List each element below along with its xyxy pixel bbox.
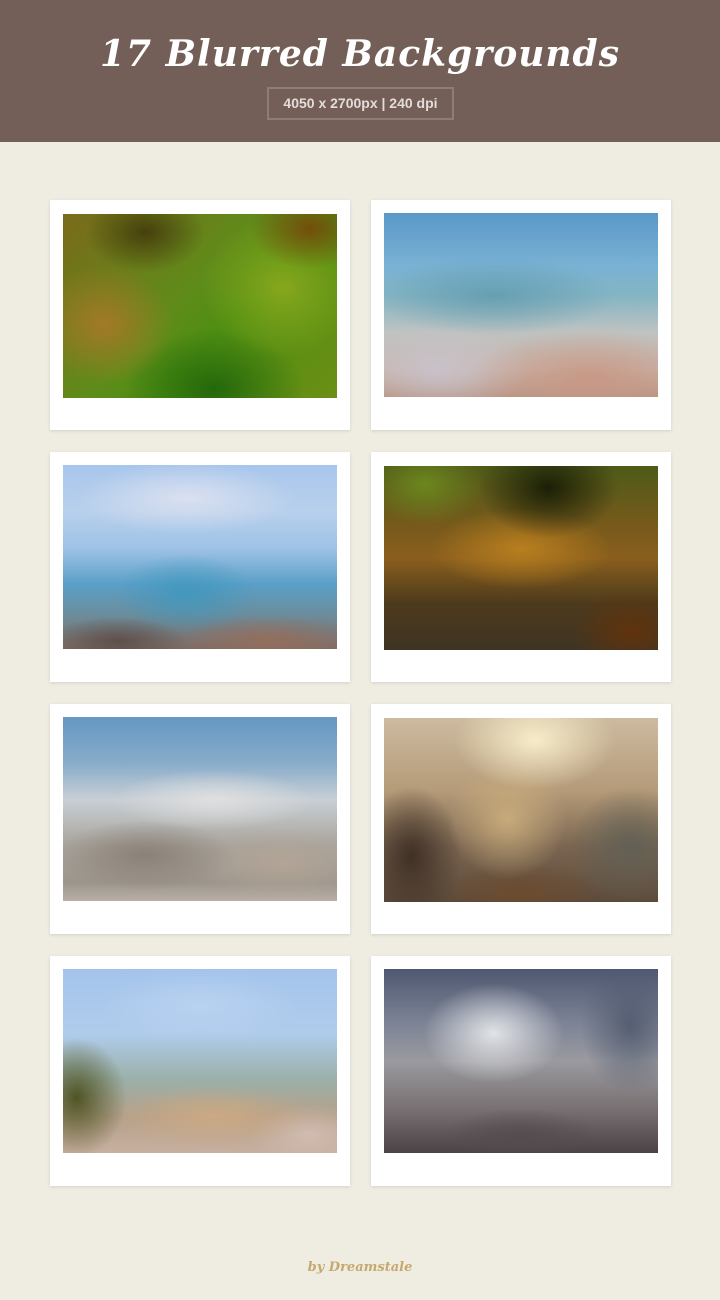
preview-card-1[interactable] [50, 200, 350, 430]
preview-card-7[interactable] [50, 956, 350, 1186]
author-credit: by Dreamstale [307, 1260, 413, 1275]
preview-card-5[interactable] [50, 704, 350, 934]
header-banner: 17 Blurred Backgrounds 4050 x 2700px | 2… [0, 0, 720, 142]
preview-card-6[interactable] [371, 704, 671, 934]
blurred-background-thumbnail [384, 969, 658, 1153]
page-title: 17 Blurred Backgrounds [99, 33, 620, 75]
blurred-background-thumbnail [384, 213, 658, 397]
blurred-background-thumbnail [63, 717, 337, 901]
blurred-background-thumbnail [63, 214, 337, 398]
blurred-background-thumbnail [384, 718, 658, 902]
blurred-background-thumbnail [63, 465, 337, 649]
preview-card-8[interactable] [371, 956, 671, 1186]
spec-badge: 4050 x 2700px | 240 dpi [267, 87, 454, 120]
preview-card-3[interactable] [50, 452, 350, 682]
blurred-background-thumbnail [384, 466, 658, 650]
preview-card-2[interactable] [371, 200, 671, 430]
blurred-background-thumbnail [63, 969, 337, 1153]
preview-card-4[interactable] [371, 452, 671, 682]
